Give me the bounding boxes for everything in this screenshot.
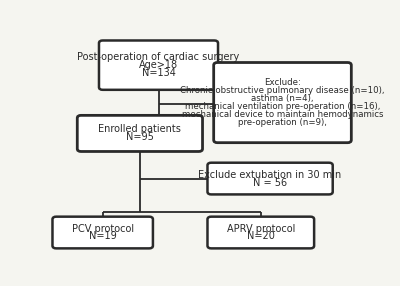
Text: N=134: N=134 (142, 68, 176, 78)
Text: Chronic obstructive pulmonary disease (n=10),: Chronic obstructive pulmonary disease (n… (180, 86, 385, 95)
FancyBboxPatch shape (99, 41, 218, 90)
Text: asthma (n=4),: asthma (n=4), (251, 94, 314, 103)
Text: mechanical device to maintain hemodynamics: mechanical device to maintain hemodynami… (182, 110, 383, 119)
FancyBboxPatch shape (52, 217, 153, 248)
Text: PCV protocol: PCV protocol (72, 224, 134, 234)
Text: N=19: N=19 (89, 231, 116, 241)
Text: Exclude:: Exclude: (264, 78, 301, 87)
Text: N=20: N=20 (247, 231, 275, 241)
FancyBboxPatch shape (214, 63, 351, 143)
Text: APRV protocol: APRV protocol (227, 224, 295, 234)
Text: Age>18: Age>18 (139, 60, 178, 70)
Text: N=95: N=95 (126, 132, 154, 142)
Text: Exclude extubation in 30 min: Exclude extubation in 30 min (198, 170, 342, 180)
Text: Post-operation of cardiac surgery: Post-operation of cardiac surgery (77, 52, 240, 62)
Text: pre-operation (n=9),: pre-operation (n=9), (238, 118, 327, 127)
Text: mechanical ventilation pre-operation (n=16),: mechanical ventilation pre-operation (n=… (185, 102, 380, 111)
FancyBboxPatch shape (208, 217, 314, 248)
FancyBboxPatch shape (77, 115, 202, 152)
Text: Enrolled patients: Enrolled patients (98, 124, 181, 134)
Text: N = 56: N = 56 (253, 178, 287, 188)
FancyBboxPatch shape (208, 163, 333, 194)
